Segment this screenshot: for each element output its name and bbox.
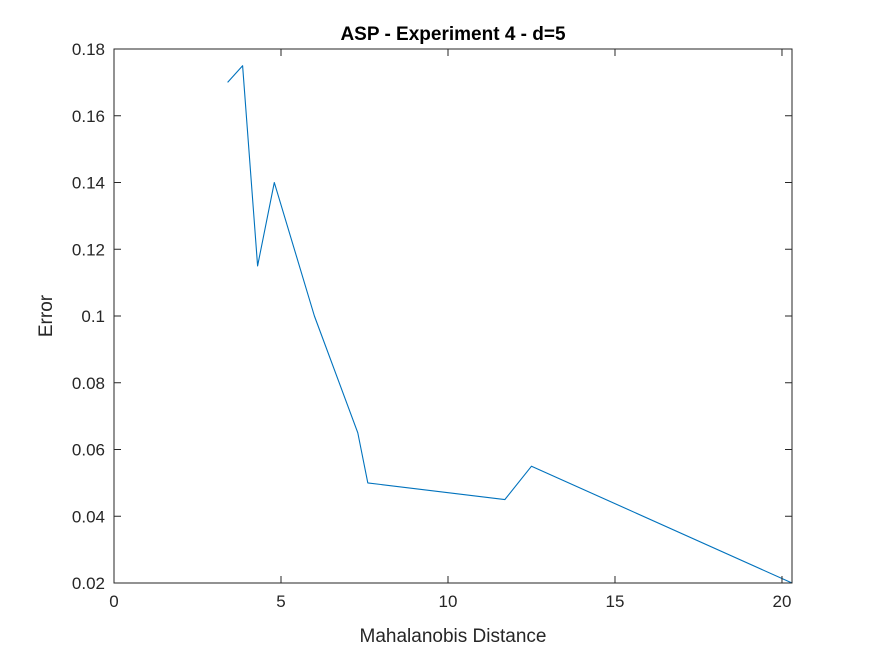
y-tick-label: 0.02 [72, 574, 105, 593]
y-tick-label: 0.04 [72, 507, 105, 526]
tick-layer: 0 5 10 15 20 0.02 0.04 0.06 0.08 0.1 0.12 0.14 0.16 0… [72, 40, 792, 611]
y-tick-label: 0.12 [72, 240, 105, 259]
x-axis-label: Mahalanobis Distance [360, 626, 547, 647]
series-layer [227, 65, 793, 584]
y-tick-label: 0.08 [72, 374, 105, 393]
chart-title: ASP - Experiment 4 - d=5 [340, 24, 566, 45]
y-tick-label: 0.06 [72, 441, 105, 460]
y-tick-label: 0.16 [72, 107, 105, 126]
x-tick-label: 20 [773, 592, 792, 611]
y-tick-label: 0.18 [72, 40, 105, 59]
y-tick-label: 0.14 [72, 174, 105, 193]
y-axis-label: Error [36, 294, 57, 337]
series-line [227, 65, 793, 584]
x-tick-label: 15 [606, 592, 625, 611]
x-tick-label: 0 [109, 592, 118, 611]
x-tick-label: 5 [276, 592, 285, 611]
y-tick-label: 0.1 [81, 307, 105, 326]
x-tick-label: 10 [439, 592, 458, 611]
plot-area [114, 49, 792, 583]
